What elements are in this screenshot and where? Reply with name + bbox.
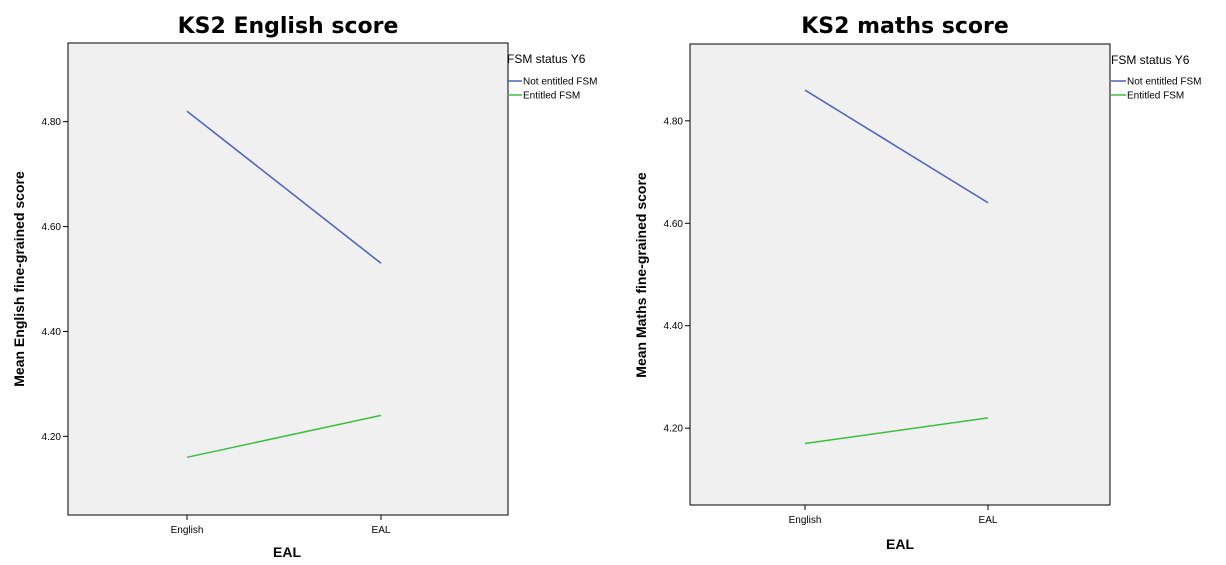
chart-title: KS2 maths score xyxy=(801,14,1009,39)
x-axis-title: EAL xyxy=(273,544,301,560)
maths-chart-svg: KS2 maths score 4.20 4.40 4.60 4.80 English… xyxy=(633,14,1201,552)
y-tick-label: 4.60 xyxy=(664,219,684,230)
y-tick-label: 4.40 xyxy=(664,321,684,332)
x-axis-title: EAL xyxy=(886,536,914,552)
series-line-entitled-fsm xyxy=(186,414,382,459)
x-tick-label: EAL xyxy=(372,525,391,536)
legend-title: FSM status Y6 xyxy=(507,52,586,66)
chart-panel-english: KS2 English score 4.20 4.40 4.60 4.80 Engli… xyxy=(11,14,597,560)
legend-label: Not entitled FSM xyxy=(1127,77,1201,88)
plot-area xyxy=(67,42,509,516)
y-tick-label: 4.80 xyxy=(664,116,684,127)
x-tick-label: English xyxy=(789,515,822,526)
y-tick-label: 4.60 xyxy=(42,222,62,233)
legend-label: Entitled FSM xyxy=(1127,91,1184,102)
legend: FSM status Y6 Not entitled FSM Entitled F… xyxy=(507,52,597,102)
english-chart-svg: KS2 English score 4.20 4.40 4.60 4.80 Engli… xyxy=(11,14,597,560)
chart-panel-maths: KS2 maths score 4.20 4.40 4.60 4.80 English… xyxy=(613,0,1226,565)
legend-label: Entitled FSM xyxy=(523,91,580,102)
y-tick-label: 4.80 xyxy=(42,117,62,128)
legend-label: Not entitled FSM xyxy=(523,77,597,88)
legend-title: FSM status Y6 xyxy=(1111,53,1190,67)
chart-title: KS2 English score xyxy=(178,14,399,39)
y-axis-title: Mean Maths fine-grained score xyxy=(633,172,649,378)
series-line-entitled-fsm xyxy=(804,417,989,445)
y-tick-label: 4.20 xyxy=(42,432,62,443)
x-tick-label: EAL xyxy=(979,515,998,526)
y-tick-label: 4.40 xyxy=(42,327,62,338)
x-tick-label: English xyxy=(171,525,204,536)
legend: FSM status Y6 Not entitled FSM Entitled F… xyxy=(1111,53,1201,102)
series-line-not-entitled-fsm xyxy=(804,89,989,204)
y-tick-label: 4.20 xyxy=(664,424,684,435)
plot-area xyxy=(689,43,1111,506)
y-axis-title: Mean English fine-grained score xyxy=(11,171,27,387)
series-line-not-entitled-fsm xyxy=(186,110,382,264)
